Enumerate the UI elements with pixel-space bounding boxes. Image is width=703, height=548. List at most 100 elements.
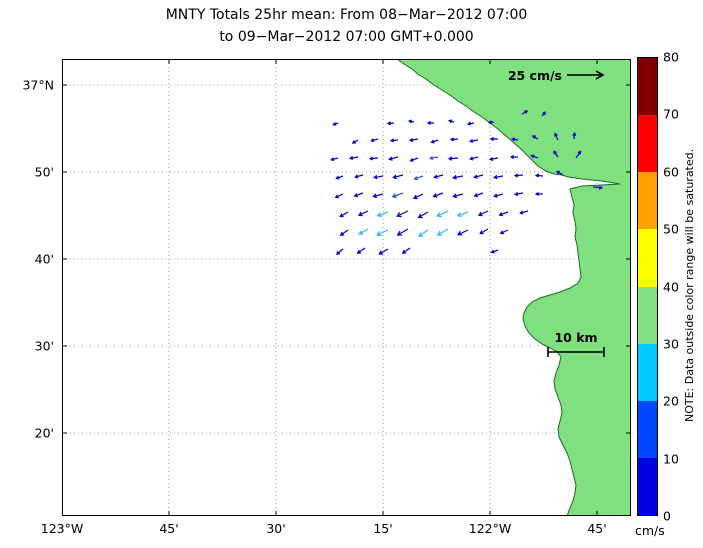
colorbar-segment bbox=[638, 343, 657, 401]
current-vector-arrow bbox=[351, 139, 359, 144]
current-vector-arrow bbox=[358, 228, 369, 235]
plot-title-line2: to 09−Mar−2012 07:00 GMT+0.000 bbox=[219, 28, 474, 45]
y-axis-tick-labels: 37°N 50' 40' 30' 20' bbox=[8, 59, 58, 516]
colorbar-tick-label: 40 bbox=[663, 279, 679, 294]
map-plot-area: 25 cm/s 10 km bbox=[62, 59, 631, 516]
current-vector-arrow bbox=[372, 174, 384, 180]
current-vector-arrow bbox=[370, 138, 379, 143]
current-vector-arrow bbox=[368, 156, 379, 161]
current-vector-arrow bbox=[469, 156, 479, 161]
current-vector-arrow bbox=[334, 193, 344, 199]
current-vector-arrow bbox=[531, 135, 539, 140]
y-tick-label: 37°N bbox=[22, 77, 54, 93]
current-vector-arrow bbox=[339, 229, 349, 236]
current-vector-arrow bbox=[534, 191, 543, 197]
colorbar-segment bbox=[638, 457, 657, 515]
current-vector-arrow bbox=[348, 155, 359, 160]
current-vector-arrow bbox=[392, 174, 404, 180]
current-vector-arrow bbox=[489, 136, 498, 142]
current-vector-arrow bbox=[417, 211, 429, 219]
current-vector-arrow bbox=[592, 185, 604, 190]
current-vector-arrow bbox=[376, 229, 389, 237]
colorbar-unit-label: cm/s bbox=[635, 523, 665, 538]
current-vector-arrow bbox=[541, 111, 546, 117]
current-vector-arrow bbox=[555, 170, 564, 176]
current-vector-arrow bbox=[412, 193, 424, 200]
current-vector-arrow bbox=[430, 139, 439, 144]
current-vector-arrow bbox=[335, 175, 344, 180]
colorbar-tick-label: 10 bbox=[663, 451, 679, 467]
colorbar-tick-labels: 0 10 20 30 40 50 60 70 80 bbox=[663, 50, 697, 524]
current-vector-arrow bbox=[493, 193, 504, 198]
current-vector-arrow bbox=[407, 119, 415, 124]
current-vector-arrow bbox=[468, 138, 479, 143]
current-vector-arrow bbox=[433, 174, 444, 179]
colorbar-tick-label: 20 bbox=[663, 393, 679, 409]
current-speed-scale-label: 25 cm/s bbox=[507, 68, 562, 83]
current-vector-arrow bbox=[473, 174, 484, 179]
colorbar-segment bbox=[638, 286, 657, 344]
current-vector-arrow bbox=[339, 211, 349, 218]
current-vector-arrow bbox=[389, 138, 399, 143]
current-vector-arrow bbox=[499, 229, 509, 235]
current-vector-arrow bbox=[408, 137, 419, 142]
current-vector-arrow bbox=[519, 210, 529, 215]
current-vector-arrow bbox=[376, 211, 389, 218]
plot-title: MNTY Totals 25hr mean: From 08−Mar−2012 … bbox=[0, 5, 693, 48]
current-vector-arrow bbox=[354, 174, 364, 179]
current-vector-arrow bbox=[335, 248, 344, 255]
current-vector-arrow bbox=[466, 121, 475, 126]
current-vector-arrow bbox=[396, 228, 409, 236]
x-tick-label: 45' bbox=[587, 521, 607, 536]
colorbar-tick-label: 50 bbox=[663, 221, 679, 237]
current-vector-arrow bbox=[426, 120, 434, 126]
y-tick-label: 30' bbox=[34, 338, 54, 354]
current-vector-arrow bbox=[452, 193, 464, 199]
y-tick-label: 50' bbox=[34, 164, 54, 180]
current-vector-arrow bbox=[378, 248, 389, 255]
colorbar-tick-label: 30 bbox=[663, 336, 679, 352]
current-vector-arrow bbox=[413, 175, 424, 181]
current-vector-arrow bbox=[388, 156, 399, 161]
current-vector-arrow bbox=[509, 154, 518, 160]
colorbar-segments bbox=[638, 58, 657, 515]
colorbar-segment bbox=[638, 115, 657, 173]
current-vector-arrow bbox=[492, 174, 504, 180]
speed-scale-arrow bbox=[567, 70, 605, 80]
current-vector-arrow bbox=[490, 249, 499, 254]
current-vector-arrow bbox=[409, 157, 419, 162]
colorbar-segment bbox=[638, 229, 657, 287]
distance-scale-bar bbox=[547, 347, 605, 357]
current-vector-arrow bbox=[575, 150, 582, 159]
current-vector-arrow bbox=[432, 192, 444, 198]
current-vector-arrow bbox=[391, 192, 404, 199]
colorbar-tick-label: 0 bbox=[663, 508, 671, 524]
current-vector-arrow bbox=[513, 173, 524, 178]
current-vector-arrow bbox=[487, 120, 495, 125]
current-vector-arrow bbox=[436, 228, 449, 236]
current-vector-arrow bbox=[456, 211, 469, 218]
current-vector-arrow bbox=[473, 192, 484, 198]
current-vector-arrow bbox=[447, 156, 459, 161]
current-vector-arrow bbox=[572, 131, 577, 140]
x-tick-label: 30' bbox=[266, 521, 286, 536]
colorbar-segment bbox=[638, 400, 657, 458]
current-vector-arrow bbox=[396, 210, 409, 218]
current-vector-arrow bbox=[353, 192, 364, 198]
x-tick-label: 45' bbox=[159, 521, 179, 536]
x-tick-label: 15' bbox=[373, 521, 393, 536]
current-vector-arrow bbox=[521, 110, 529, 115]
y-tick-label: 20' bbox=[34, 425, 54, 441]
current-vector-arrow bbox=[488, 156, 499, 161]
current-vector-arrow bbox=[530, 154, 539, 159]
current-vector-arrow bbox=[448, 119, 455, 124]
current-vector-arrow bbox=[456, 229, 469, 236]
current-vector-arrow bbox=[436, 210, 449, 218]
colorbar-segment bbox=[638, 58, 657, 116]
current-vector-arrow bbox=[451, 174, 464, 180]
current-vector-arrow bbox=[386, 121, 395, 126]
current-vector-arrow bbox=[401, 247, 411, 254]
current-vector-arrow bbox=[554, 132, 559, 141]
distance-scale-label: 10 km bbox=[554, 330, 598, 345]
